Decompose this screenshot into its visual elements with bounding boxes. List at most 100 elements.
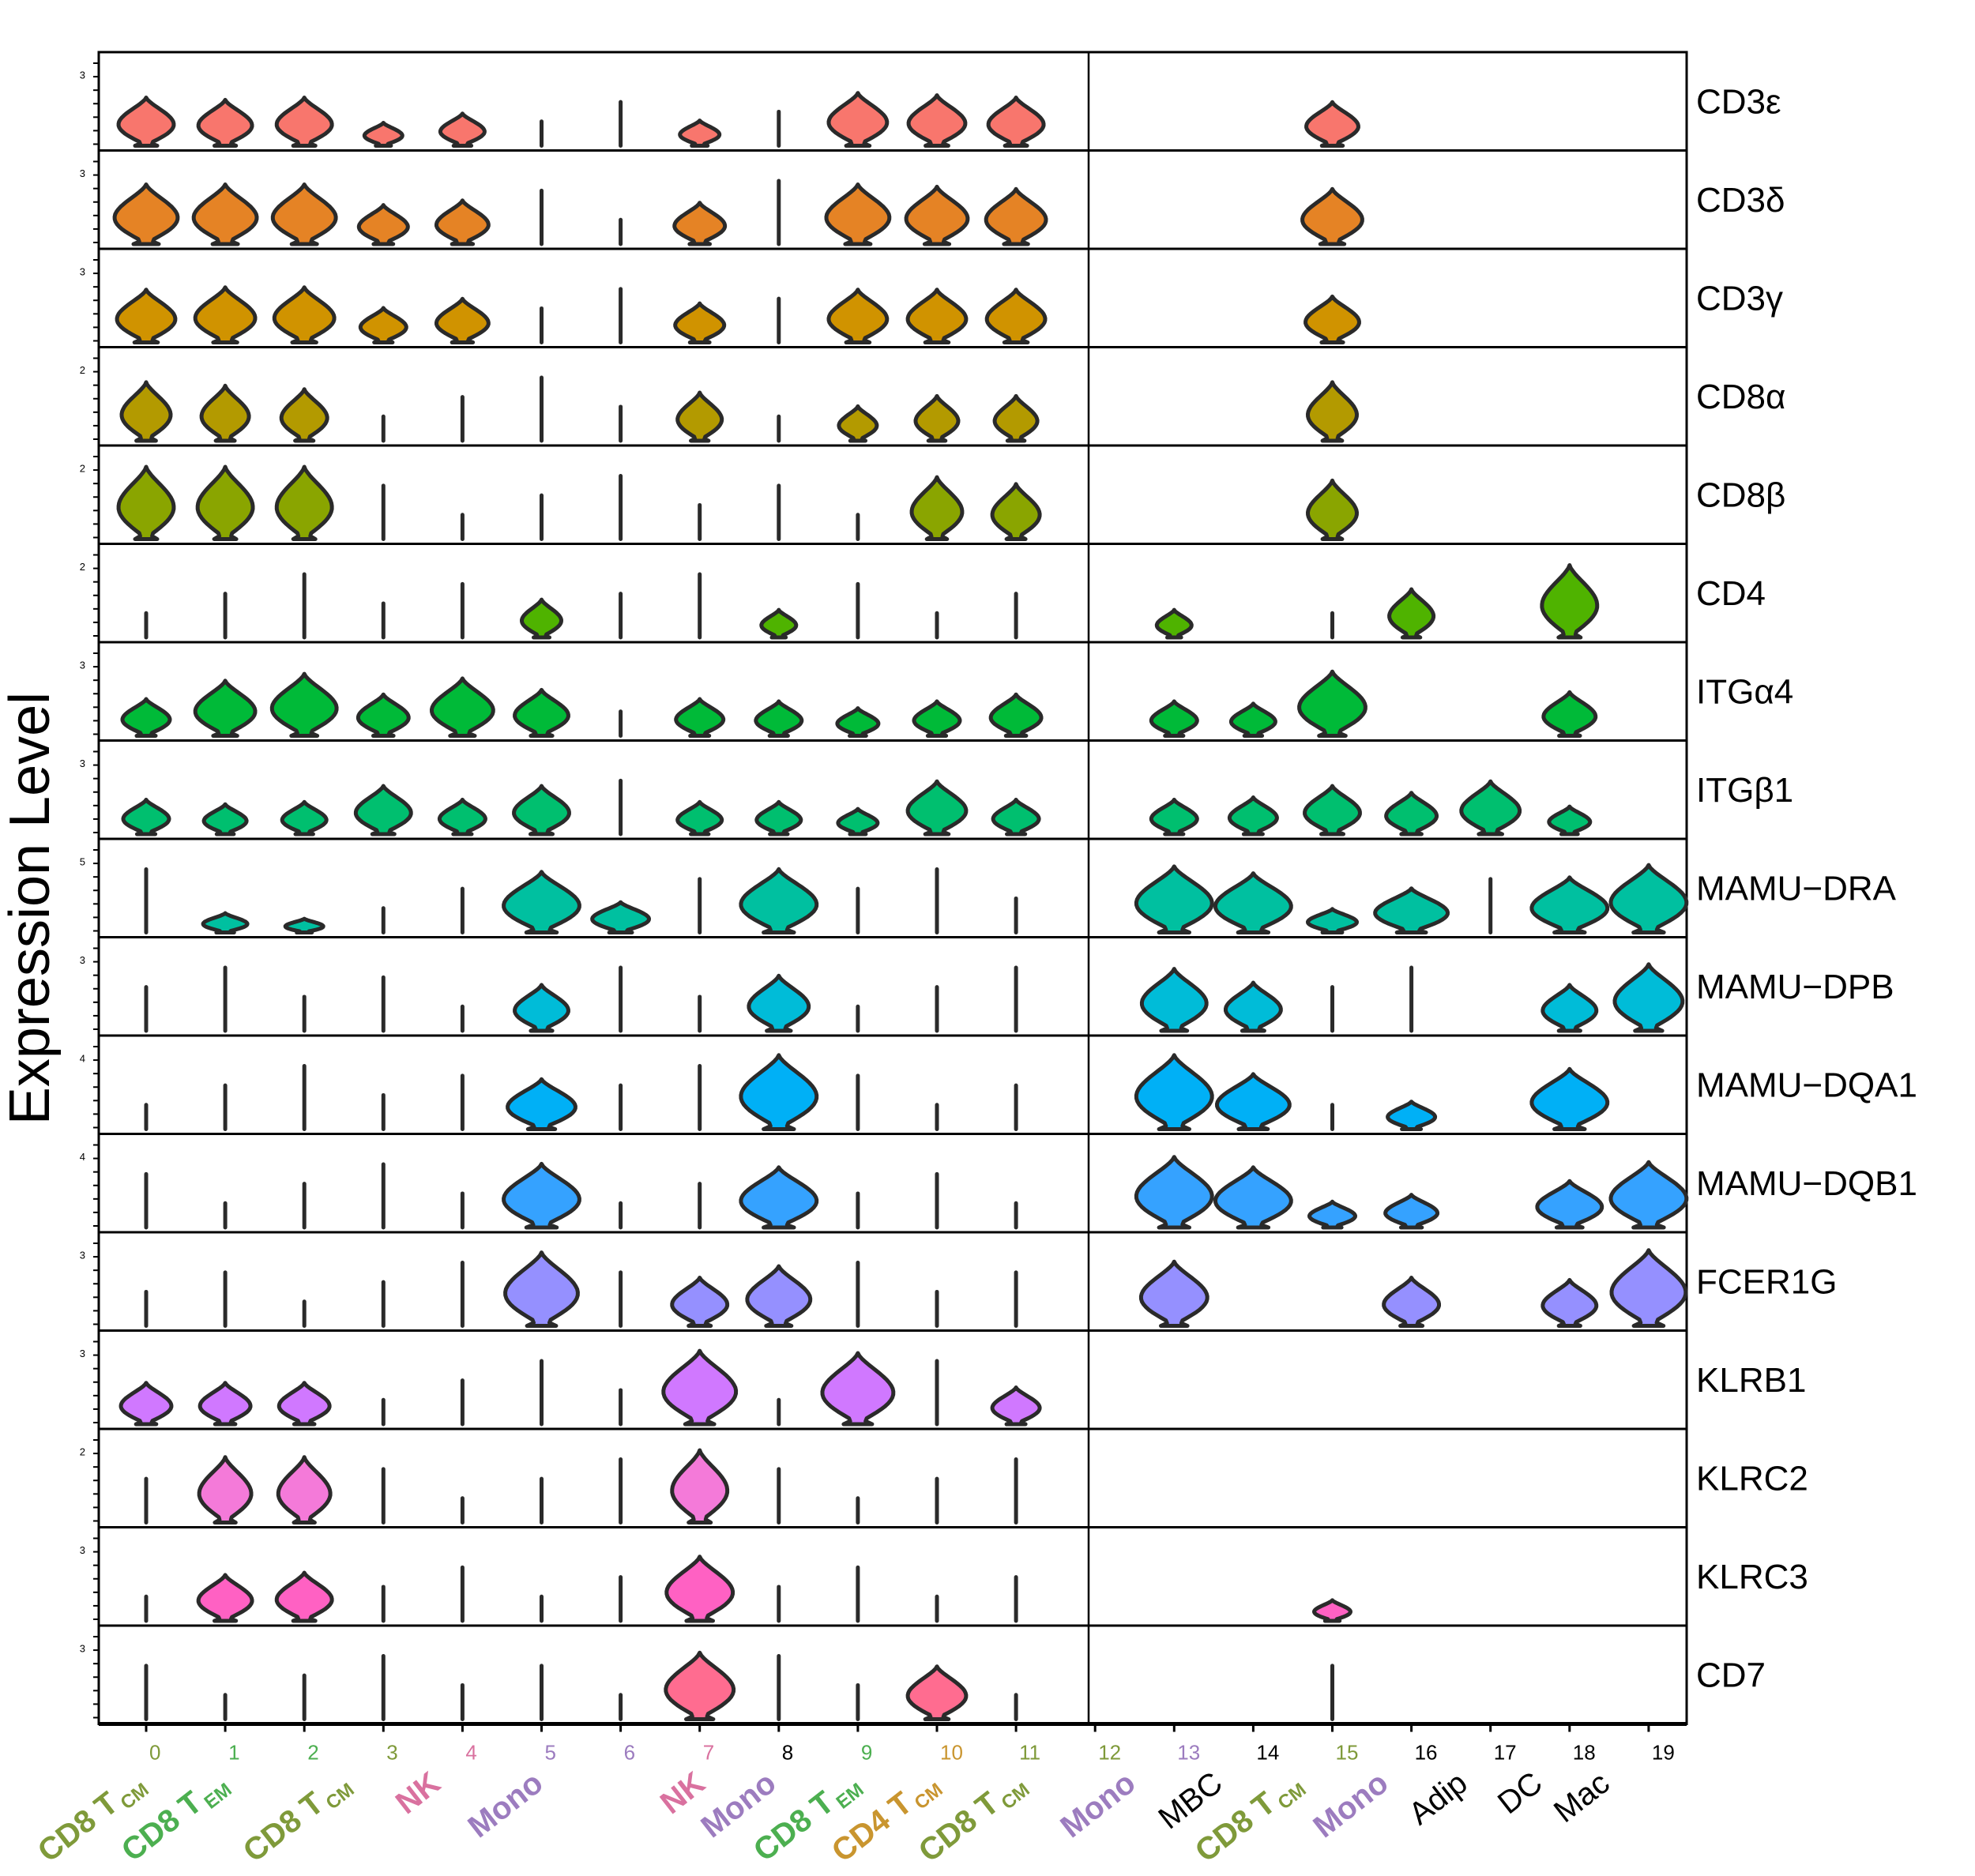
violin	[270, 182, 338, 246]
violin	[1541, 690, 1598, 738]
panel-frame	[97, 739, 1688, 840]
violin	[269, 671, 339, 738]
gene-label: MAMU−DPB	[1696, 968, 1894, 1006]
violin	[1373, 886, 1450, 934]
gene-label: CD8β	[1696, 476, 1785, 514]
gene-label: KLRC2	[1696, 1459, 1808, 1498]
y-tick-label: 5	[80, 855, 85, 867]
gene-label: CD3γ	[1696, 279, 1783, 318]
violin	[1312, 1598, 1352, 1623]
panel-16: 3 CD7	[80, 1624, 1766, 1725]
violin	[664, 1555, 735, 1623]
gene-label: MAMU−DQA1	[1696, 1066, 1917, 1104]
panel-frame	[97, 247, 1688, 348]
y-tick-label: 3	[80, 1642, 85, 1654]
gene-label: CD3ε	[1696, 82, 1781, 121]
gene-label: CD4	[1696, 574, 1766, 613]
violin	[1535, 1179, 1604, 1230]
y-tick-label: 3	[80, 954, 85, 966]
panel-8: 5 MAMU−DRA	[80, 837, 1897, 938]
violin	[984, 186, 1048, 246]
violin	[112, 182, 180, 246]
cluster-type-label: Mono	[461, 1765, 549, 1844]
violin-panels: 3 CD3ε 3 CD3δ 3 CD3γ 2 CD8α 2 CD8β 2 CD4 3 ITGα4 3 ITGβ…	[80, 51, 1917, 1725]
violin	[674, 697, 726, 738]
panel-frame	[97, 1624, 1688, 1725]
violin	[283, 916, 325, 934]
violin	[1228, 701, 1277, 738]
cluster-number: 16	[1415, 1741, 1438, 1765]
panel-frame	[97, 51, 1688, 152]
violin	[912, 699, 962, 738]
violin	[1540, 1277, 1599, 1328]
violin	[984, 288, 1048, 344]
violin	[506, 1077, 577, 1131]
violin	[824, 182, 892, 246]
panel-frame	[97, 837, 1688, 938]
violin	[754, 699, 804, 738]
violin	[754, 799, 803, 836]
violin	[1382, 1276, 1441, 1328]
violin	[826, 288, 890, 344]
violin	[1609, 1248, 1688, 1328]
panel-frame	[97, 1329, 1688, 1430]
violin	[905, 288, 969, 344]
violin	[675, 390, 724, 443]
violin	[1215, 1072, 1292, 1131]
cluster-type-label: Adip	[1402, 1765, 1473, 1832]
panel-11: 4 MAMU−DQB1	[80, 1133, 1917, 1234]
violin	[906, 93, 968, 148]
violin	[121, 797, 171, 836]
violin	[274, 464, 334, 541]
violin	[280, 799, 329, 836]
violin	[739, 1165, 819, 1230]
y-tick-label: 4	[80, 1052, 85, 1064]
violin	[1224, 980, 1283, 1033]
violin	[279, 387, 329, 443]
panel-6: 3 ITGα4	[80, 641, 1793, 742]
panel-frame	[97, 149, 1688, 250]
y-tick-label: 3	[80, 69, 85, 81]
cluster-type-label: NK	[389, 1765, 447, 1821]
panel-frame	[97, 1034, 1688, 1135]
violin	[1306, 478, 1359, 541]
violin	[120, 697, 172, 738]
gene-label: MAMU−DQB1	[1696, 1164, 1917, 1203]
violin	[513, 687, 570, 738]
cluster-number: 15	[1336, 1741, 1359, 1765]
violin	[837, 404, 879, 443]
y-tick-label: 3	[80, 1348, 85, 1359]
violin	[116, 464, 176, 541]
violin	[1139, 967, 1209, 1033]
cluster-number: 5	[545, 1741, 556, 1765]
violin	[1154, 607, 1194, 640]
violin	[1134, 864, 1214, 934]
violin	[1297, 669, 1367, 738]
violin	[353, 784, 413, 836]
panel-4: 2 CD8β	[80, 444, 1785, 545]
y-tick-label: 2	[80, 364, 85, 376]
violin	[1134, 1155, 1214, 1230]
cluster-type-label: CD8 TEM	[115, 1765, 236, 1871]
violin	[1307, 1199, 1357, 1230]
y-tick-label: 3	[80, 659, 85, 671]
gene-label: MAMU−DRA	[1696, 869, 1897, 908]
violin	[276, 1381, 332, 1427]
violin	[356, 203, 410, 246]
violin	[1306, 380, 1359, 443]
violin	[115, 288, 178, 344]
violin	[1227, 795, 1279, 836]
cluster-number: 8	[782, 1741, 793, 1765]
violin	[430, 676, 495, 738]
violin	[1138, 1259, 1209, 1328]
panel-1: 3 CD3δ	[80, 149, 1785, 250]
violin	[1540, 563, 1600, 640]
violin	[1303, 784, 1362, 836]
violin	[1387, 587, 1436, 640]
panel-12: 3 FCER1G	[80, 1231, 1837, 1332]
violin	[820, 1351, 896, 1427]
cluster-number: 17	[1494, 1741, 1517, 1765]
panel-7: 3 ITGβ1	[80, 739, 1793, 840]
